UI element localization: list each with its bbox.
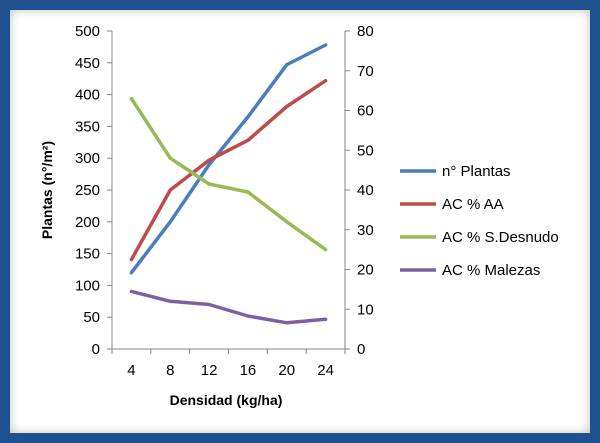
y-left-tick-label: 500 [75, 23, 100, 40]
y-right-tick-label: 30 [357, 222, 374, 239]
x-tick-label: 4 [127, 362, 135, 379]
y-right-tick-label: 20 [357, 262, 374, 279]
y-left-tick-label: 450 [75, 55, 100, 72]
y-right-tick-label: 40 [357, 182, 374, 199]
series-line [129, 96, 328, 252]
legend-label: AC % AA [442, 196, 504, 213]
y-left-tick-label: 300 [75, 150, 100, 167]
y-left-tick-label: 0 [92, 341, 100, 358]
y-right-tick-label: 70 [357, 63, 374, 80]
y-axis-title: Plantas (n°/m²) [39, 141, 55, 239]
x-tick-label: 8 [166, 362, 174, 379]
y-right-tick-label: 0 [357, 341, 365, 358]
y-left-tick-label: 150 [75, 246, 100, 263]
x-axis-title: Densidad (kg/ha) [170, 392, 283, 408]
y-right-tick-label: 10 [357, 301, 374, 318]
series-line [129, 289, 328, 325]
y-right-tick-label: 80 [357, 23, 374, 40]
y-right-tick-label: 50 [357, 142, 374, 159]
y-left-tick-label: 350 [75, 118, 100, 135]
x-tick-label: 24 [317, 362, 334, 379]
y-left-tick-label: 100 [75, 277, 100, 294]
x-tick-label: 20 [278, 362, 295, 379]
chart-series [129, 43, 328, 325]
chart-legend: n° Plantas AC % AA AC % S.Desnudo AC % Male… [400, 163, 559, 279]
legend-label: n° Plantas [442, 163, 511, 180]
x-tick-label: 16 [240, 362, 257, 379]
y-right-tick-label: 60 [357, 103, 374, 120]
y-left-tick-label: 200 [75, 214, 100, 231]
series-line [129, 78, 328, 262]
y-left-tick-label: 250 [75, 182, 100, 199]
series-line [129, 43, 328, 275]
y-left-tick-label: 50 [83, 309, 100, 326]
chart-axes: 0 50 100 150 200 250 300 350 400 450 500 0 10 20 30 40 5… [75, 23, 374, 379]
legend-label: AC % Malezas [442, 262, 540, 279]
x-tick-label: 12 [201, 362, 218, 379]
y-left-tick-label: 400 [75, 87, 100, 104]
chart-panel [10, 10, 590, 433]
legend-label: AC % S.Desnudo [442, 229, 559, 246]
